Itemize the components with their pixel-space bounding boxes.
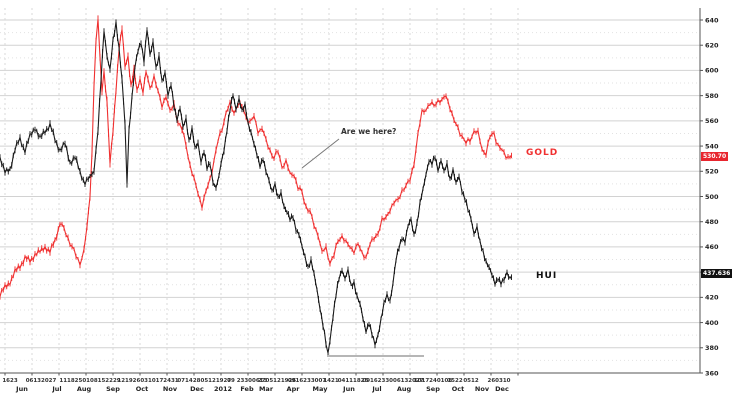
x-axis-day-label: 0512: [463, 378, 478, 384]
x-axis-month-label: Oct: [136, 385, 149, 393]
hui-last-price-badge: 437.636: [701, 269, 733, 278]
x-axis-day-label: 23300613: [237, 378, 268, 384]
y-axis-tick-label: 540: [705, 142, 719, 150]
y-axis-tick-label: 600: [705, 67, 719, 75]
y-axis-tick-label: 360: [705, 369, 719, 377]
y-axis-tick-label: 420: [705, 294, 719, 302]
y-axis-tick-label: 520: [705, 168, 719, 176]
y-axis-tick-label: 460: [705, 243, 719, 251]
x-axis-day-label: 0714: [177, 378, 192, 384]
gold-series-label: GOLD: [526, 148, 559, 158]
x-axis-month-label: Sep: [106, 385, 120, 393]
x-axis-month-label: Aug: [397, 385, 412, 393]
y-axis-tick-label: 580: [705, 92, 719, 100]
y-axis-tick-label: 640: [705, 16, 719, 24]
x-axis-month-label: Oct: [452, 385, 465, 393]
x-axis-day-label: 1421: [323, 378, 338, 384]
x-axis-day-label: 1522: [447, 378, 462, 384]
y-axis-tick-label: 380: [705, 344, 719, 352]
x-axis-day-label: 0916233006132027: [362, 378, 423, 384]
x-axis-day-label: 2805121927: [193, 378, 231, 384]
y-axis-tick-label: 560: [705, 117, 719, 125]
gold-series-line: [0, 19, 512, 297]
x-axis-month-label: Nov: [163, 385, 178, 393]
x-axis-month-label: 2012: [214, 385, 232, 393]
x-axis-month-label: Feb: [240, 385, 254, 393]
y-axis-tick-label: 620: [705, 42, 719, 50]
x-axis-day-label: 1017240108: [414, 378, 452, 384]
hui-series-bars: [0, 19, 512, 355]
x-axis-day-label: 2705121926: [258, 378, 296, 384]
x-axis-day-label: 0916233007: [288, 378, 326, 384]
hui-series-line: [0, 21, 512, 354]
x-axis-month-label: May: [313, 385, 329, 393]
annotation-text: Are we here?: [341, 127, 397, 136]
x-axis-day-label: 1623: [2, 378, 17, 384]
y-axis-tick-label: 500: [705, 193, 719, 201]
x-axis-month-label: Aug: [77, 385, 92, 393]
x-axis-month-label: Dec: [495, 385, 509, 393]
x-axis-day-label: 06132027: [26, 378, 57, 384]
annotation-pointer-line: [301, 138, 340, 169]
x-axis-month-label: Apr: [287, 385, 301, 393]
x-axis-month-label: Mar: [259, 385, 274, 393]
x-axis-month-label: Jun: [342, 385, 355, 393]
x-axis-month-label: Sep: [426, 385, 440, 393]
hui-series-label: HUI: [536, 271, 558, 281]
x-axis-month-label: Dec: [190, 385, 204, 393]
x-axis-month-label: Jun: [15, 385, 28, 393]
x-axis-day-label: 1219260310172431: [117, 378, 178, 384]
x-axis-month-label: Nov: [475, 385, 490, 393]
x-axis-month-label: Jul: [371, 385, 381, 393]
gold-last-price-badge: 530.70: [701, 152, 729, 161]
y-axis-tick-label: 400: [705, 319, 719, 327]
x-axis-day-label: 04111825: [338, 378, 369, 384]
x-axis-day-label: 1118250108152229: [59, 378, 120, 384]
x-axis-month-label: Jul: [51, 385, 61, 393]
x-axis-day-label: 260310: [488, 378, 511, 384]
x-axis-day-label: 09: [227, 378, 235, 384]
y-axis-tick-label: 480: [705, 218, 719, 226]
